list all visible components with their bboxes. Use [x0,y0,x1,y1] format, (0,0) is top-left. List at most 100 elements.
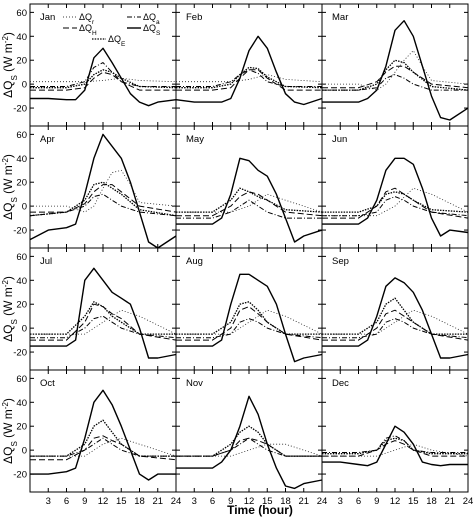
series-line-dqs-dec [322,425,468,467]
series-line-dqh-dec [322,440,468,457]
panel-may: May [175,125,323,249]
month-label: Dec [332,378,349,389]
month-label: Sep [332,256,349,267]
x-tick-label: 12 [98,496,109,507]
series-line-dqa-oct [30,437,176,457]
series-line-dqa-nov [176,437,322,457]
y-tick-label: 40 [16,154,27,165]
x-tick-label: 21 [152,496,163,507]
series-line-dqs-may [176,157,323,243]
y-tick-label: 60 [16,130,27,141]
panel-sep: Sep [321,247,469,371]
x-tick-label: 15 [262,496,273,507]
month-label: Nov [186,378,203,389]
series-line-dqe-apr [29,181,177,217]
series-line-dqh-oct [30,435,177,461]
series-line-dqr-may [176,193,323,213]
y-tick-label: -20 [13,348,27,359]
month-label: Jul [40,256,52,267]
series-line-dqs-jun [322,157,469,237]
series-line-dqh-jan [30,71,176,91]
series-line-dqe-jun [322,191,469,213]
y-tick-label: 40 [16,32,27,43]
series-line-dqa-jul [30,315,177,339]
month-label: May [186,134,204,145]
y-tick-label: 20 [16,56,27,67]
series-line-dqh-apr [30,184,177,213]
y-tick-label: 0 [22,202,27,213]
y-axis-label-row-1: ΔQS (W m-2) [1,32,19,98]
series-line-dqr-mar [322,50,469,91]
series-line-dqh-nov [176,437,322,457]
month-label: Mar [332,12,348,23]
x-tick-label: 21 [298,496,309,507]
x-tick-label: 6 [356,496,361,507]
series-line-dqs-apr [29,133,177,249]
series-line-dqs-mar [322,20,469,121]
x-tick-label: 6 [64,496,69,507]
month-label: Jun [332,134,347,145]
series-line-dqs-oct [30,389,176,481]
month-label: Oct [40,378,55,389]
series-line-dqh-sep [322,309,469,341]
panel-jul: -20 0 20 40 60 Jul [13,247,177,371]
panel-apr: -20 0 20 40 60 Apr [13,125,177,249]
x-tick-label: 18 [134,496,145,507]
series-line-dqe-jul [30,301,176,335]
panel-oct: -20 0 20 40 60 3 6 9 12 15 18 21 24 Oct [13,369,181,507]
y-tick-label: 20 [16,422,27,433]
y-tick-label: 0 [22,446,27,457]
series-line-dqs-jan [30,47,177,107]
series-line-dqa-aug [176,318,323,339]
x-tick-label: 3 [46,496,51,507]
series-line-dqe-sep [322,297,468,335]
y-tick-label: 20 [16,178,27,189]
x-tick-label: 15 [116,496,127,507]
panel-dec: 3 6 9 12 15 18 21 24 Dec [321,369,473,507]
series-line-dqs-feb [175,35,323,106]
panel-aug: Aug [175,247,323,371]
month-label: Apr [40,134,55,145]
x-tick-label: 12 [244,496,255,507]
y-axis-label-row-3: ΔQS (W m-2) [1,276,19,342]
x-tick-label: 18 [426,496,437,507]
x-axis-label: Time (hour) [227,503,293,517]
series-line-dqr-aug [176,309,323,335]
series-line-dqa-dec [322,435,468,453]
month-label: Feb [186,12,202,23]
series-line-dqr-apr [30,169,177,213]
series-line-dqa-jan [30,62,176,87]
y-tick-label: 40 [16,276,27,287]
y-tick-label: -20 [13,470,27,481]
series-line-dqa-may [176,199,322,219]
series-line-dqh-jun [322,187,469,219]
x-tick-label: 12 [390,496,401,507]
y-axis-label-row-4: ΔQS (W m-2) [1,398,19,464]
panel-jun: Jun [321,125,469,249]
series-line-dqr-oct [30,437,177,457]
series-line-dqe-aug [176,301,322,335]
x-tick-label: 21 [444,496,455,507]
series-line-dqa-jun [322,196,469,217]
y-tick-label: 0 [22,324,27,335]
series-line-dqa-apr [29,193,177,217]
series-line-dqa-feb [176,69,322,87]
legend-label-h: ΔQH [79,23,97,37]
legend-label-e: ΔQE [108,34,126,48]
y-tick-label: 60 [16,8,27,19]
series-line-dqe-feb [176,66,323,89]
x-tick-label: 3 [338,496,343,507]
y-tick-label: 0 [22,80,27,91]
y-tick-label: -20 [13,226,27,237]
x-tick-label: 18 [280,496,291,507]
series-line-dqa-sep [322,318,469,339]
series-line-dqs-aug [176,273,323,363]
panel-feb: Feb [175,3,323,127]
x-tick-label: 9 [82,496,87,507]
series-line-dqe-may [176,187,323,213]
series-line-dqr-sep [322,309,469,335]
y-axis-label-row-2: ΔQS (W m-2) [1,154,19,220]
x-tick-label: 15 [408,496,419,507]
